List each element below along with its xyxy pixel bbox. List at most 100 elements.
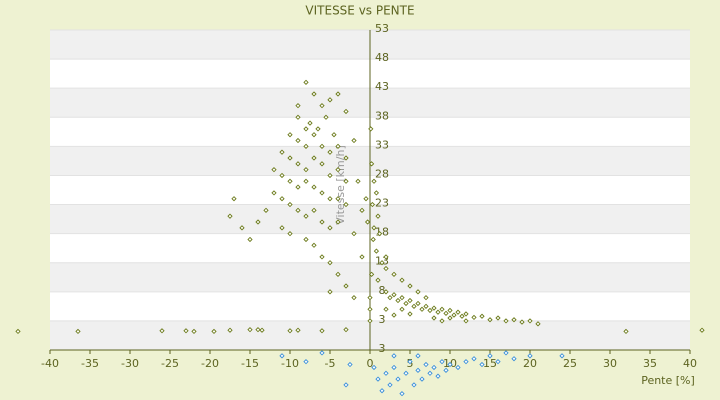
point [387, 382, 393, 388]
point [15, 328, 21, 335]
x-tick-label: -15 [241, 357, 259, 370]
point [443, 367, 449, 374]
point [303, 143, 309, 150]
point [364, 219, 371, 225]
point [370, 236, 376, 243]
point [335, 166, 341, 173]
y-tick-label: 33 [375, 138, 389, 151]
point [463, 358, 469, 365]
point [387, 294, 393, 301]
point [343, 155, 349, 161]
point [319, 328, 325, 334]
point [419, 306, 425, 312]
y-tick-label: 18 [375, 226, 389, 239]
point [347, 361, 353, 368]
x-tick-label: 40 [683, 357, 697, 370]
y-tick-label: 38 [375, 109, 389, 122]
point [295, 184, 301, 190]
point [423, 294, 429, 301]
point [391, 292, 397, 298]
point [511, 356, 517, 362]
point [343, 178, 349, 184]
point [471, 314, 477, 321]
point [368, 161, 375, 167]
point [231, 196, 237, 202]
point [191, 328, 197, 335]
point [463, 311, 469, 317]
y-tick-label: 3 [379, 313, 386, 326]
point [369, 201, 376, 208]
point [415, 300, 421, 307]
y-tick-label: 53 [375, 22, 389, 35]
point [247, 326, 253, 333]
point [447, 315, 453, 321]
x-axis-title: Pente [%] [641, 374, 695, 387]
point [295, 207, 301, 214]
point [443, 310, 449, 316]
chart-title: VITESSE vs PENTE [305, 4, 414, 18]
point [319, 254, 325, 260]
point [327, 225, 333, 231]
x-tick-label: -10 [281, 357, 299, 370]
point [227, 327, 233, 333]
point [255, 326, 261, 333]
point [335, 196, 341, 202]
point [527, 353, 533, 359]
point [303, 213, 309, 219]
point [335, 91, 341, 97]
point [239, 225, 245, 231]
point [479, 361, 485, 368]
point [351, 137, 357, 144]
point [407, 283, 413, 289]
point [371, 178, 377, 184]
point [375, 213, 381, 219]
point [439, 358, 445, 365]
point [327, 260, 333, 266]
point [439, 318, 445, 324]
point [279, 149, 285, 155]
point [255, 219, 261, 225]
point [411, 303, 417, 310]
point [373, 190, 380, 196]
x-tick-label: -30 [121, 357, 139, 370]
point [303, 178, 309, 184]
point [287, 328, 293, 334]
point [395, 376, 401, 382]
point [623, 328, 629, 335]
point [368, 126, 374, 132]
point [367, 294, 373, 301]
point [439, 306, 445, 312]
point [295, 137, 301, 144]
point [415, 289, 421, 295]
point [423, 303, 429, 310]
point [287, 155, 293, 161]
y-tick-label: 28 [375, 167, 389, 180]
point [279, 196, 285, 202]
point [376, 230, 383, 237]
point [287, 201, 293, 208]
point [411, 382, 417, 388]
point [279, 225, 285, 231]
point [427, 307, 433, 314]
x-tick-label: -20 [201, 357, 219, 370]
point [371, 225, 377, 231]
point [371, 364, 377, 371]
point [403, 300, 409, 307]
x-tick-label: 15 [483, 357, 497, 370]
point [455, 309, 461, 315]
point [287, 230, 293, 237]
point [303, 236, 309, 243]
point [368, 271, 375, 278]
point [327, 289, 333, 295]
point [399, 294, 405, 301]
point [295, 102, 301, 109]
point [415, 367, 421, 374]
point [699, 327, 705, 333]
point [295, 327, 301, 333]
point [451, 312, 457, 318]
x-tick-label: -40 [41, 357, 59, 370]
point [183, 328, 189, 334]
x-tick-label: -5 [325, 357, 336, 370]
point [407, 297, 413, 304]
point [391, 312, 397, 318]
